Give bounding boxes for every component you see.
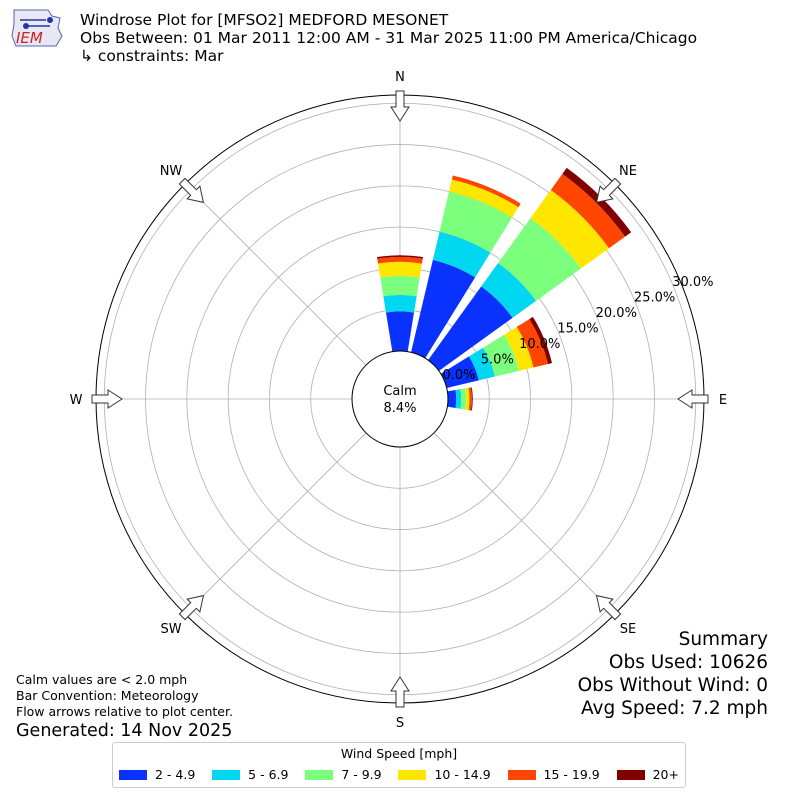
bar-n-2: [380, 275, 420, 297]
bar-ne-1: [481, 262, 537, 318]
bar-ne-4: [550, 173, 626, 249]
chart-header: Windrose Plot for [MFSO2] MEDFORD MESONE…: [80, 11, 697, 65]
bar-ne-2: [498, 218, 581, 301]
bar-e-4: [468, 387, 472, 411]
compass-label-nw: NW: [160, 164, 183, 179]
compass-label-n: N: [395, 70, 405, 85]
legend-swatch: [507, 769, 536, 780]
bar-nne-4: [451, 175, 521, 208]
bar-ene-0: [440, 356, 479, 388]
avg-speed: Avg Speed: 7.2 mph: [580, 698, 768, 719]
bar-ene-1: [468, 347, 495, 381]
bar-nne-0: [411, 259, 476, 359]
bar-ne-0: [428, 286, 513, 371]
legend-swatch: [305, 769, 334, 780]
compass-label-se: SE: [620, 622, 636, 637]
flow-arrow-w: [91, 389, 123, 409]
svg-text:IEM: IEM: [16, 29, 43, 47]
radial-tick-label: 5.0%: [481, 353, 514, 368]
legend-label: 20+: [652, 767, 679, 782]
radial-tick-label: 25.0%: [634, 291, 675, 306]
compass-label-s: S: [396, 716, 404, 731]
generated-date: Generated: 14 Nov 2025: [16, 721, 233, 741]
bar-nne-2: [439, 191, 513, 253]
flow-arrow-s: [390, 676, 410, 708]
bar-n-5: [377, 255, 423, 259]
calm-value: 8.4%: [383, 401, 416, 416]
radial-tick-label: 15.0%: [557, 322, 598, 337]
legend-item: 20+: [616, 767, 679, 782]
flow-arrow-sw: [178, 594, 205, 621]
legend-label: 2 - 4.9: [155, 767, 196, 782]
legend-item: 2 - 4.9: [119, 767, 195, 782]
constraints-label: ↳ constraints: Mar: [80, 47, 224, 65]
flow-arrow-se: [595, 594, 622, 621]
compass-label-w: W: [70, 393, 83, 408]
bar-nne-3: [449, 179, 519, 218]
calm-label: Calm: [383, 384, 416, 399]
flow-arrow-ne: [595, 177, 622, 204]
bar-n-4: [377, 256, 423, 264]
bar-e-3: [465, 387, 470, 411]
radial-tick-label: 30.0%: [672, 275, 713, 290]
bar-ene-4: [516, 319, 548, 368]
grid-spoke: [184, 183, 367, 366]
bar-ene-5: [529, 316, 552, 365]
grid-spoke: [433, 432, 616, 615]
legend-swatch: [212, 769, 241, 780]
compass-label-ne: NE: [619, 164, 637, 179]
bar-ene-2: [482, 334, 520, 377]
calm-circle: [351, 350, 449, 448]
bar-ene-3: [504, 326, 534, 371]
bar-e-5: [471, 387, 473, 411]
legend-item: 10 - 14.9: [398, 767, 491, 782]
summary-panel: Summary Obs Used: 10626 Obs Without Wind…: [578, 628, 768, 720]
chart-title: Windrose Plot for [MFSO2] MEDFORD MESONE…: [80, 11, 449, 29]
iem-logo: IEM: [6, 6, 66, 50]
calm-definition: Calm values are < 2.0 mph: [16, 672, 188, 687]
summary-title: Summary: [678, 629, 768, 650]
legend-item: 5 - 6.9: [212, 767, 288, 782]
bar-ne-3: [530, 189, 610, 269]
legend-title: Wind Speed [mph]: [340, 746, 458, 761]
compass-label-sw: SW: [160, 622, 181, 637]
obs-period: Obs Between: 01 Mar 2011 12:00 AM - 31 M…: [80, 29, 698, 47]
bar-convention: Bar Convention: Meteorology: [16, 688, 199, 703]
chart-notes: Calm values are < 2.0 mph Bar Convention…: [16, 672, 233, 742]
flow-arrow-n: [390, 90, 410, 122]
bar-e-0: [447, 390, 457, 408]
legend: Wind Speed [mph] 2 - 4.9 5 - 6.9 7 - 9.9 10…: [112, 742, 686, 788]
flow-arrow-nw: [178, 177, 205, 204]
radial-tick-label: 20.0%: [596, 306, 637, 321]
legend-swatch: [119, 769, 147, 780]
bar-n-0: [385, 311, 415, 352]
legend-label: 15 - 19.9: [543, 767, 600, 782]
legend-label: 5 - 6.9: [248, 767, 289, 782]
legend-item: 7 - 9.9: [305, 767, 382, 782]
legend-label: 7 - 9.9: [341, 767, 382, 782]
obs-used: Obs Used: 10626: [608, 652, 768, 673]
bar-nne-1: [432, 231, 491, 278]
radial-tick-label: 0.0%: [443, 368, 476, 383]
flow-arrow-e: [677, 389, 709, 409]
legend-label: 10 - 14.9: [434, 767, 491, 782]
flow-arrows-note: Flow arrows relative to plot center.: [16, 704, 233, 719]
legend-swatch: [616, 769, 645, 780]
bar-n-1: [383, 294, 417, 313]
bar-e-2: [460, 388, 467, 410]
grid-spoke: [184, 432, 367, 615]
obs-without-wind: Obs Without Wind: 0: [577, 675, 768, 696]
compass-label-e: E: [719, 393, 727, 408]
bar-e-1: [455, 389, 462, 409]
legend-items: 2 - 4.9 5 - 6.9 7 - 9.9 10 - 14.9 15 - 19.9 2…: [119, 767, 679, 782]
legend-item: 15 - 19.9: [507, 767, 600, 782]
legend-swatch: [398, 769, 427, 780]
radial-tick-label: 10.0%: [519, 337, 560, 352]
bar-n-3: [378, 261, 422, 278]
